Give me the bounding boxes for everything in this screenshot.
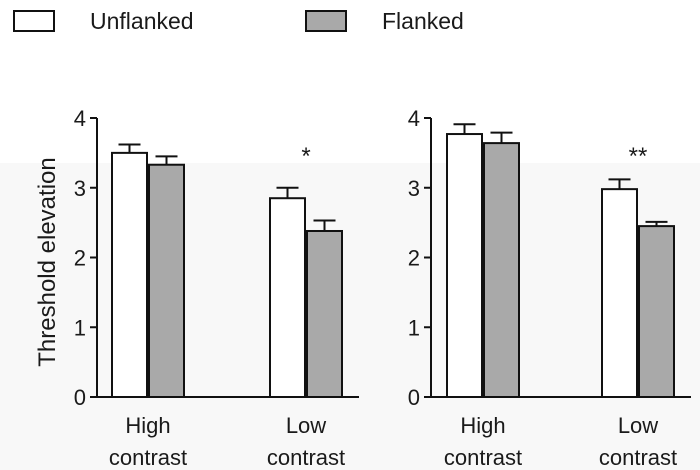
legend-swatch-unflanked [13,10,55,32]
y-tick-label: 2 [74,246,86,271]
y-tick-label: 1 [408,315,420,340]
y-tick-label: 1 [74,315,86,340]
x-tick-label: High contrast [444,413,522,470]
y-tick-label: 3 [74,176,86,201]
bar-unflanked [446,133,483,398]
bar-unflanked [269,197,306,398]
y-tick-label: 3 [408,176,420,201]
bar-unflanked [601,188,638,398]
bar-flanked [638,225,675,398]
legend-label-unflanked: Unflanked [90,8,194,34]
x-tick-label: Low contrast [267,413,345,470]
legend: Unflanked Flanked [13,8,464,34]
y-tick-label: 0 [408,385,420,410]
x-tick-label: Low contrast [599,413,677,470]
y-tick-label: 4 [74,106,86,131]
significance-marker: * [301,143,310,170]
chart-panel-1: 0 1 2 3 4 High contrast Low contrast * Threshold e… [34,106,359,470]
bar-flanked [148,163,185,398]
chart-panels: 0 1 2 3 4 High contrast Low contrast * Threshold e… [34,106,691,470]
y-tick-label: 4 [408,106,420,131]
chart-panel-2: 0 1 2 3 4 High contrast Low contrast ** [408,106,691,470]
significance-marker: ** [629,143,648,170]
y-axis-label: Threshold elevation [34,157,61,366]
legend-swatch-flanked [305,10,347,32]
x-tick-label: High contrast [109,413,187,470]
y-tick-label: 2 [408,246,420,271]
bar-flanked [306,229,343,398]
bar-unflanked [111,151,148,398]
bar-flanked [483,142,520,398]
y-tick-label: 0 [74,385,86,410]
legend-label-flanked: Flanked [382,8,464,34]
